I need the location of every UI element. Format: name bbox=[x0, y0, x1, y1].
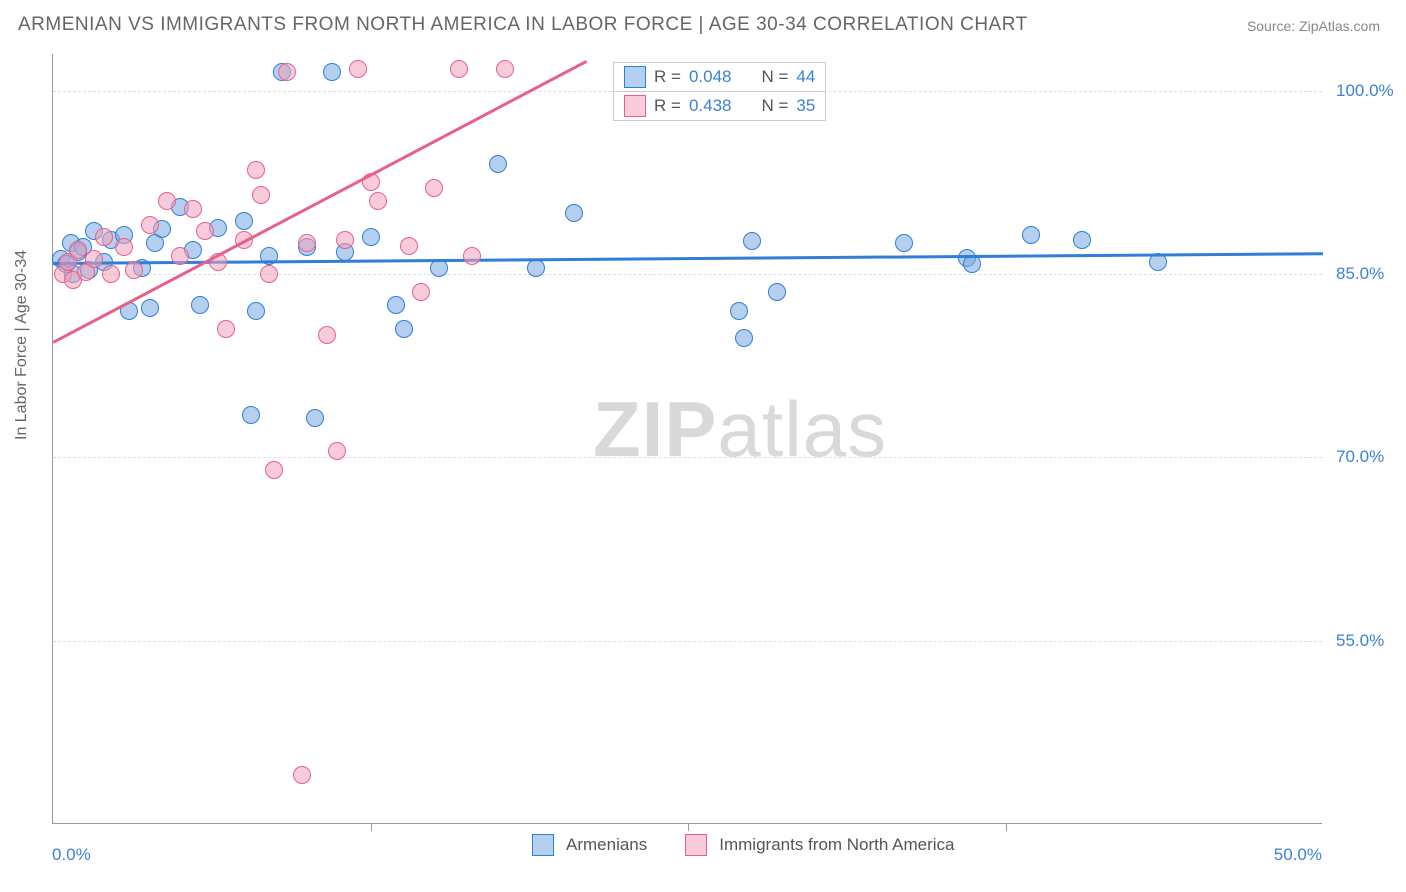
data-point bbox=[247, 161, 265, 179]
y-tick-label: 55.0% bbox=[1336, 631, 1384, 651]
gridline bbox=[53, 457, 1322, 458]
data-point bbox=[425, 179, 443, 197]
y-tick-label: 100.0% bbox=[1336, 81, 1394, 101]
data-point bbox=[184, 200, 202, 218]
data-point bbox=[349, 60, 367, 78]
source-attribution: Source: ZipAtlas.com bbox=[1247, 18, 1380, 34]
gridline bbox=[53, 274, 1322, 275]
data-point bbox=[252, 186, 270, 204]
data-point bbox=[217, 320, 235, 338]
data-point bbox=[450, 60, 468, 78]
data-point bbox=[95, 228, 113, 246]
data-point bbox=[171, 247, 189, 265]
data-point bbox=[730, 302, 748, 320]
data-point bbox=[743, 232, 761, 250]
data-point bbox=[115, 238, 133, 256]
x-tick bbox=[1006, 823, 1007, 831]
y-axis-label: In Labor Force | Age 30-34 bbox=[13, 250, 31, 440]
data-point bbox=[1022, 226, 1040, 244]
data-point bbox=[158, 192, 176, 210]
stat-r-label: R = bbox=[654, 67, 681, 87]
data-point bbox=[412, 283, 430, 301]
data-point bbox=[141, 299, 159, 317]
stat-r-label: R = bbox=[654, 96, 681, 116]
data-point bbox=[323, 63, 341, 81]
x-tick-label: 0.0% bbox=[52, 845, 91, 865]
chart-title: ARMENIAN VS IMMIGRANTS FROM NORTH AMERIC… bbox=[18, 14, 1028, 36]
stat-r-value: 0.438 bbox=[689, 96, 732, 116]
data-point bbox=[260, 265, 278, 283]
data-point bbox=[963, 255, 981, 273]
data-point bbox=[298, 234, 316, 252]
legend-swatch bbox=[532, 834, 554, 856]
data-point bbox=[1073, 231, 1091, 249]
legend-swatch bbox=[624, 95, 646, 117]
data-point bbox=[362, 228, 380, 246]
data-point bbox=[463, 247, 481, 265]
data-point bbox=[336, 231, 354, 249]
data-point bbox=[125, 261, 143, 279]
data-point bbox=[387, 296, 405, 314]
y-tick-label: 85.0% bbox=[1336, 264, 1384, 284]
stats-legend-row: R = 0.438 N = 35 bbox=[614, 92, 825, 120]
stat-n-value: 44 bbox=[796, 67, 815, 87]
data-point bbox=[565, 204, 583, 222]
data-point bbox=[496, 60, 514, 78]
data-point bbox=[191, 296, 209, 314]
legend-label: Armenians bbox=[566, 835, 647, 855]
data-point bbox=[400, 237, 418, 255]
data-point bbox=[196, 222, 214, 240]
gridline bbox=[53, 641, 1322, 642]
stat-n-label: N = bbox=[761, 67, 788, 87]
data-point bbox=[306, 409, 324, 427]
stats-legend: R = 0.048 N = 44 R = 0.438 N = 35 bbox=[613, 62, 826, 121]
stats-legend-row: R = 0.048 N = 44 bbox=[614, 63, 825, 92]
y-tick-label: 70.0% bbox=[1336, 447, 1384, 467]
watermark-light: atlas bbox=[717, 385, 887, 473]
data-point bbox=[141, 216, 159, 234]
data-point bbox=[293, 766, 311, 784]
data-point bbox=[247, 302, 265, 320]
trend-line bbox=[53, 252, 1323, 264]
legend-swatch bbox=[624, 66, 646, 88]
data-point bbox=[265, 461, 283, 479]
data-point bbox=[895, 234, 913, 252]
legend-swatch bbox=[685, 834, 707, 856]
data-point bbox=[328, 442, 346, 460]
stat-r-value: 0.048 bbox=[689, 67, 732, 87]
data-point bbox=[242, 406, 260, 424]
x-tick-label: 50.0% bbox=[1274, 845, 1322, 865]
data-point bbox=[235, 212, 253, 230]
data-point bbox=[489, 155, 507, 173]
data-point bbox=[527, 259, 545, 277]
x-tick bbox=[688, 823, 689, 831]
scatter-plot-area: ZIPatlas R = 0.048 N = 44 R = 0.438 N = 35 bbox=[52, 54, 1322, 824]
data-point bbox=[768, 283, 786, 301]
watermark: ZIPatlas bbox=[593, 384, 887, 475]
stat-n-value: 35 bbox=[796, 96, 815, 116]
data-point bbox=[278, 63, 296, 81]
legend-label: Immigrants from North America bbox=[719, 835, 954, 855]
stat-n-label: N = bbox=[761, 96, 788, 116]
watermark-bold: ZIP bbox=[593, 385, 717, 473]
data-point bbox=[369, 192, 387, 210]
data-point bbox=[85, 250, 103, 268]
series-legend: Armenians Immigrants from North America bbox=[532, 834, 981, 856]
trend-line bbox=[52, 60, 587, 343]
data-point bbox=[735, 329, 753, 347]
data-point bbox=[395, 320, 413, 338]
data-point bbox=[318, 326, 336, 344]
data-point bbox=[102, 265, 120, 283]
x-tick bbox=[371, 823, 372, 831]
